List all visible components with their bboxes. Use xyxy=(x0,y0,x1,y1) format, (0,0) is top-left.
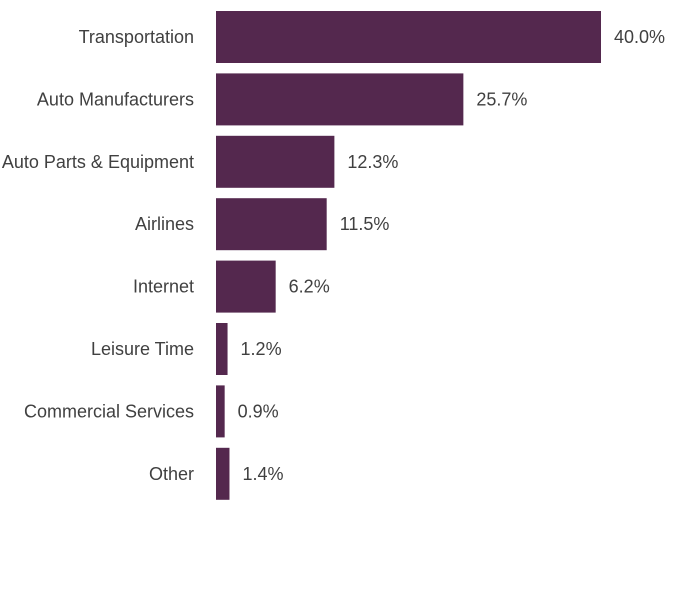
value-label-2: 12.3% xyxy=(347,152,398,172)
category-label-6: Commercial Services xyxy=(24,401,194,421)
category-label-3: Airlines xyxy=(135,214,194,234)
value-label-4: 6.2% xyxy=(289,277,330,297)
category-label-4: Internet xyxy=(133,277,194,297)
value-label-3: 11.5% xyxy=(340,214,390,234)
value-label-1: 25.7% xyxy=(476,89,527,109)
bar-3 xyxy=(216,198,327,251)
bar-0 xyxy=(216,11,601,63)
bar-1 xyxy=(216,73,464,126)
bar-2 xyxy=(216,135,335,188)
bar-5 xyxy=(216,323,228,375)
value-label-7: 1.4% xyxy=(242,464,283,484)
value-label-6: 0.9% xyxy=(238,401,279,421)
bar-7 xyxy=(216,447,230,500)
category-label-2: Auto Parts & Equipment xyxy=(2,152,194,172)
category-label-1: Auto Manufacturers xyxy=(37,89,194,109)
value-labels-group: 40.0% 25.7% 12.3% 11.5% 6.2% 1.2% 0.9% 1.4% xyxy=(238,27,665,484)
category-label-5: Leisure Time xyxy=(91,339,194,359)
category-label-7: Other xyxy=(149,464,194,484)
value-label-5: 1.2% xyxy=(241,339,282,359)
bar-6 xyxy=(216,385,225,438)
category-labels-group: Transportation Auto Manufacturers Auto Par… xyxy=(2,27,194,484)
value-label-0: 40.0% xyxy=(614,27,665,47)
bars-group xyxy=(216,11,601,500)
bar-4 xyxy=(216,260,276,313)
category-label-0: Transportation xyxy=(79,27,194,47)
